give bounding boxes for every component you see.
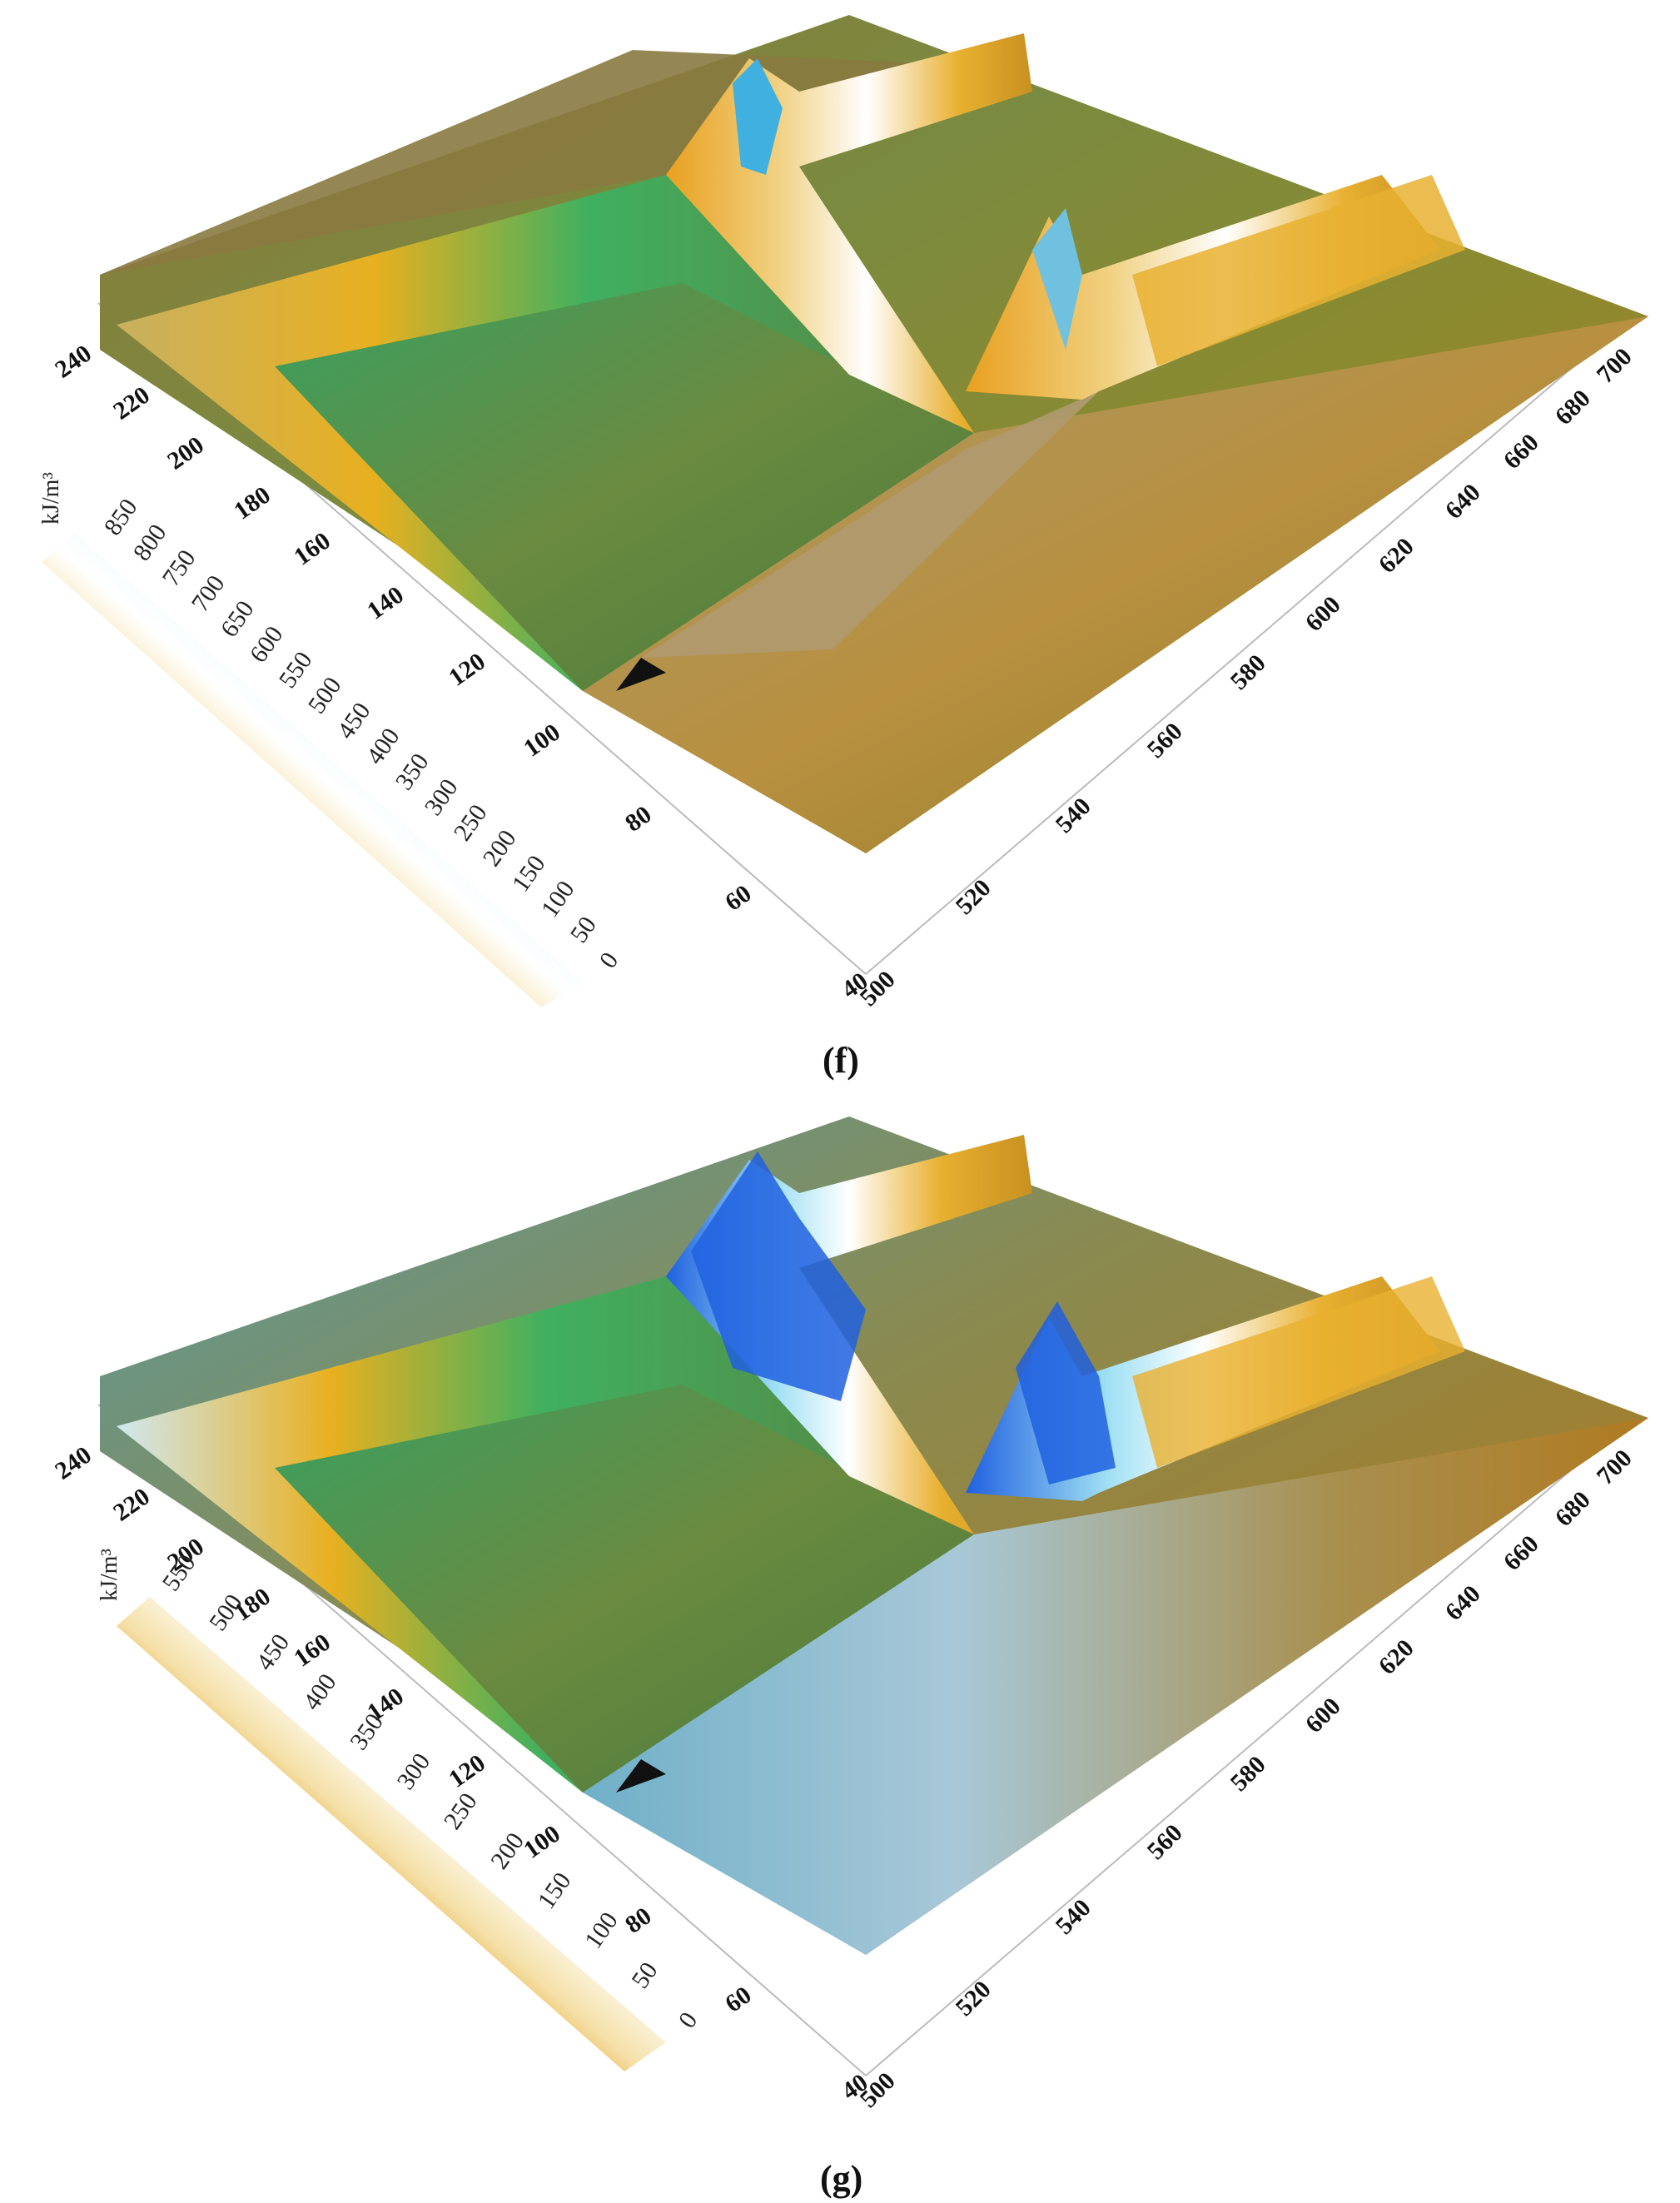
x-tick: 620	[1374, 1634, 1419, 1680]
colorbar-tick: 400	[361, 724, 405, 770]
colorbar-tick: 500	[303, 672, 347, 719]
colorbar-gradient	[42, 533, 583, 1007]
x-tick: 600	[1300, 591, 1346, 637]
x-tick: 560	[1142, 718, 1188, 763]
colorbar-tick: 450	[251, 1629, 295, 1676]
y-tick: 240	[50, 1441, 97, 1485]
surface-plot-f: 40 60 80 100 120 140 160 180 200 220 240…	[38, 15, 1648, 1012]
colorbar-tick: 0	[594, 947, 624, 973]
colorbar-tick: 550	[274, 647, 318, 694]
x-tick: 660	[1499, 1530, 1544, 1576]
x-tick: 620	[1374, 533, 1419, 579]
colorbar-tick: 800	[128, 520, 172, 566]
y-tick: 220	[108, 1483, 155, 1527]
x-tick: 520	[951, 1976, 997, 2021]
x-tick: 660	[1499, 429, 1544, 475]
colorbar-tick: 250	[449, 799, 493, 846]
y-tick: 140	[362, 581, 409, 625]
colorbar-tick: 300	[392, 1748, 436, 1795]
x-tick: 580	[1225, 649, 1271, 695]
x-tick: 540	[1051, 1894, 1096, 1940]
colorbar-tick: 400	[298, 1668, 342, 1715]
panel-g: 40 60 80 100 120 140 160 180 200 220 240…	[0, 1102, 1680, 2203]
y-tick: 100	[519, 719, 565, 763]
surface-f	[100, 15, 1648, 853]
colorbar-tick: 850	[99, 494, 143, 540]
colorbar-tick: 250	[439, 1788, 483, 1835]
x-tick: 680	[1550, 1486, 1596, 1532]
y-tick: 180	[229, 481, 276, 525]
colorbar-tick: 350	[390, 748, 435, 795]
y-tick: 220	[108, 381, 155, 425]
colorbar-tick: 50	[565, 912, 602, 948]
y-tick: 80	[620, 1902, 657, 1938]
colorbar-tick: 100	[579, 1907, 624, 1954]
x-tick: 500	[855, 2067, 901, 2113]
y-tick: 120	[444, 1749, 490, 1793]
colorbar-tick: 650	[216, 596, 260, 643]
colorbar-tick: 0	[673, 2007, 703, 2033]
x-tick: 520	[951, 874, 997, 920]
colorbar-tick: 200	[478, 825, 522, 872]
colorbar-gradient	[117, 1597, 666, 2071]
y-tick: 80	[620, 800, 657, 837]
surface-g	[100, 1116, 1648, 1955]
surface-plot-g: 40 60 80 100 120 140 160 180 200 220 240…	[50, 1116, 1648, 2113]
y-tick: 120	[444, 648, 490, 692]
x-tick: 560	[1142, 1819, 1188, 1865]
panel-label-f: (f)	[823, 1040, 859, 1081]
colorbar-tick: 450	[332, 698, 376, 744]
y-tick: 160	[289, 1629, 336, 1673]
panel-f: 40 60 80 100 120 140 160 180 200 220 240…	[38, 15, 1648, 1081]
panel-label-g: (g)	[820, 2158, 863, 2199]
colorbar-tick: 300	[420, 774, 464, 821]
colorbar-tick: 100	[536, 876, 580, 922]
colorbar-tick: 700	[186, 570, 231, 617]
colorbar-unit: kJ/m³	[97, 1549, 122, 1601]
colorbar-unit: kJ/m³	[38, 472, 64, 525]
x-tick: 540	[1051, 793, 1096, 838]
x-tick: 500	[855, 966, 901, 1012]
y-tick: 160	[289, 527, 336, 571]
y-tick: 60	[720, 1981, 757, 2017]
colorbar-tick: 600	[245, 621, 289, 668]
x-tick: 640	[1440, 1580, 1486, 1626]
y-tick: 240	[50, 340, 97, 384]
x-tick: 640	[1440, 479, 1486, 525]
colorbar-tick: 150	[533, 1867, 577, 1914]
x-tick: 600	[1300, 1693, 1346, 1738]
x-tick: 680	[1550, 385, 1596, 430]
x-tick: 580	[1225, 1751, 1271, 1797]
colorbar-tick: 150	[507, 850, 551, 897]
colorbar-tick: 50	[626, 1957, 663, 1994]
colorbar-tick: 200	[485, 1828, 529, 1874]
colorbar-tick: 750	[157, 545, 201, 591]
y-tick: 200	[162, 431, 209, 475]
y-tick: 60	[720, 879, 757, 916]
